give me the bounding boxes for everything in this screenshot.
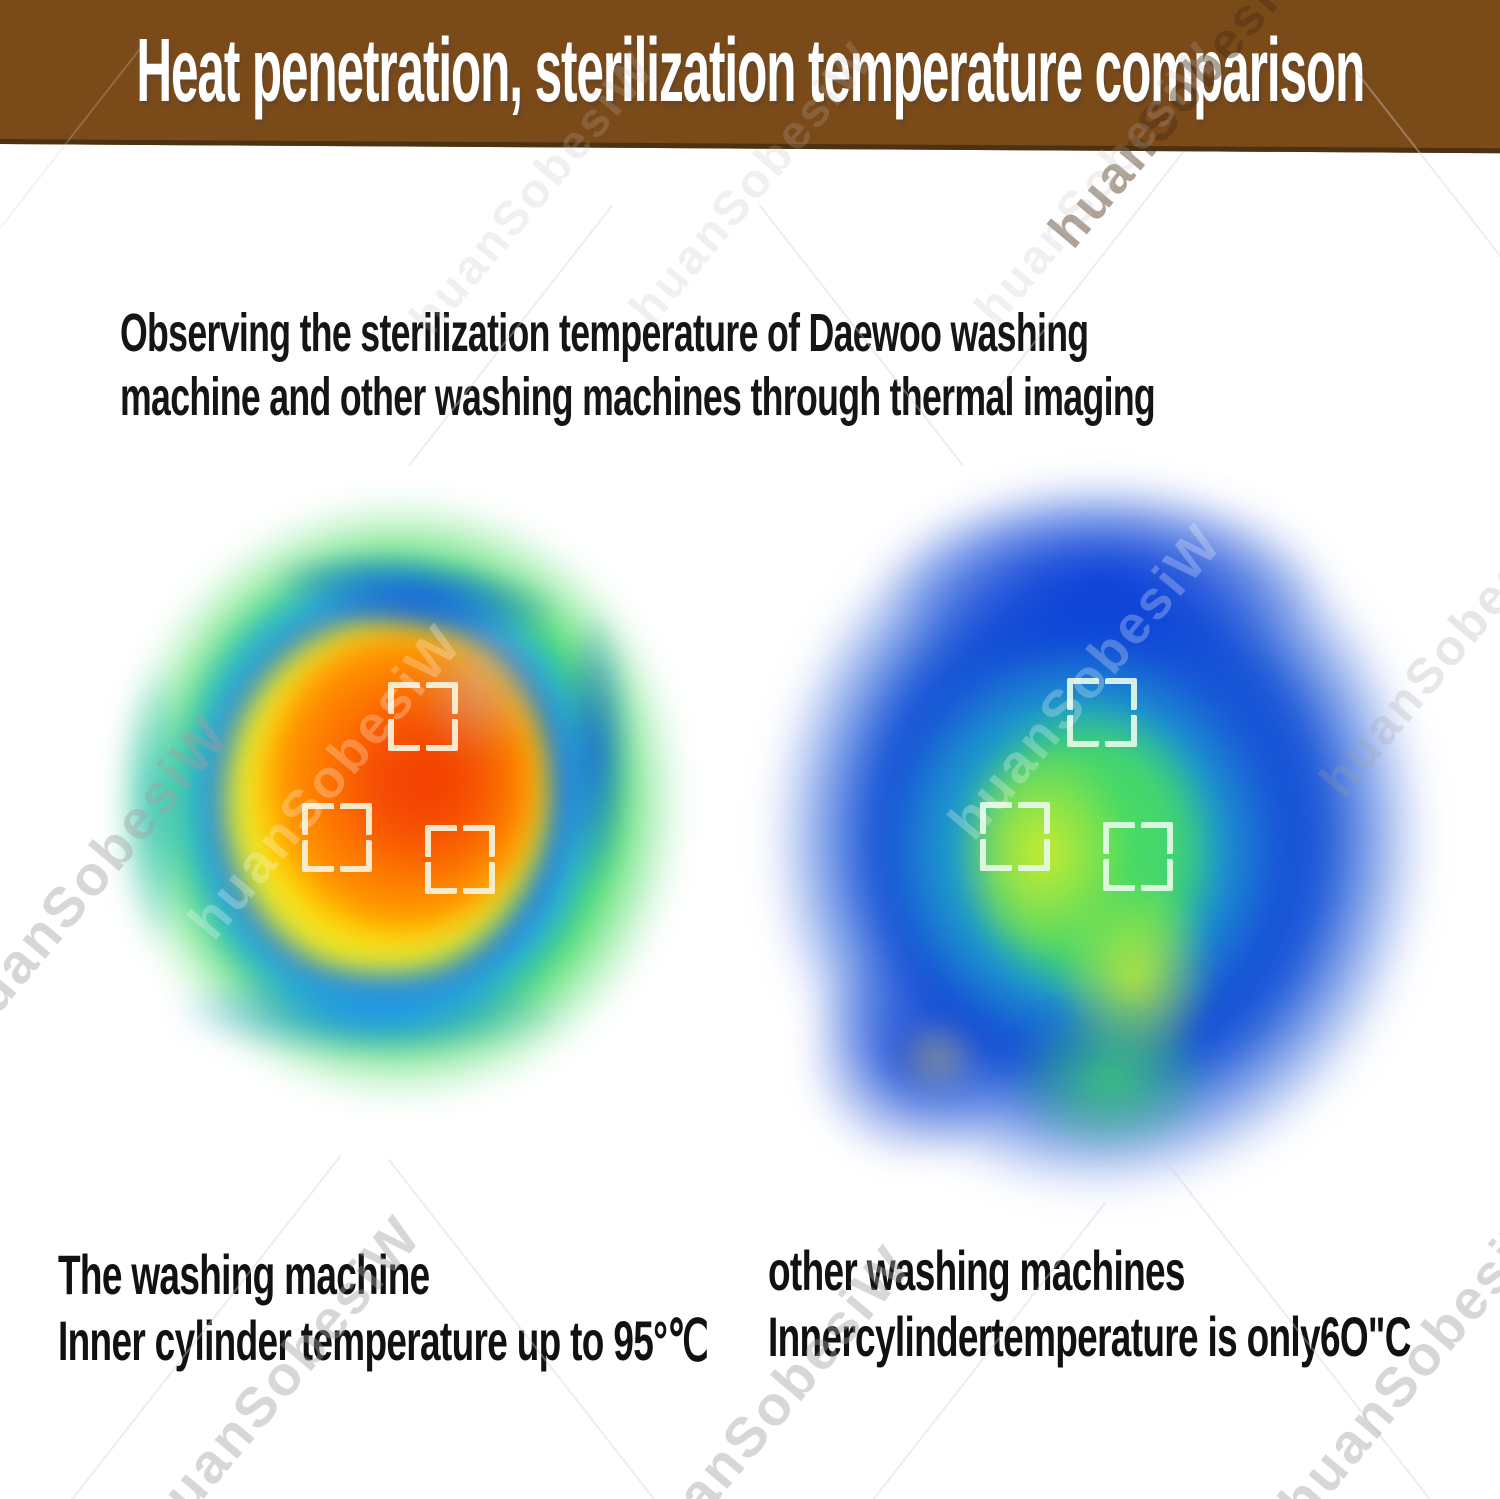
caption-other-line1-text: other washing machines (768, 1239, 1185, 1302)
page-title: Heat penetration, sterilization temperat… (136, 20, 1365, 121)
description-line: machine and other washing machines throu… (120, 366, 1500, 430)
measurement-marker-icon (388, 682, 458, 751)
thermal-image-daewoo (100, 485, 700, 1115)
caption-other: other washing machines Innercylindertemp… (768, 1238, 1500, 1370)
caption-daewoo-line1-text: The washing machine (58, 1243, 430, 1306)
marker-corner (340, 803, 372, 835)
marker-corner (340, 840, 372, 872)
marker-corner (1018, 839, 1050, 871)
thermal-gradient-layer (172, 963, 568, 1059)
marker-corner (425, 825, 457, 857)
marker-corner (302, 803, 334, 835)
marker-corner (1141, 859, 1173, 891)
marker-corner (1067, 715, 1099, 747)
thermal-gradient-layer (556, 611, 634, 889)
caption-line: Innercylindertemperature is only6O"C (768, 1304, 1500, 1370)
banner-title-wrap: Heat penetration, sterilization temperat… (0, 0, 1500, 142)
marker-corner (388, 682, 420, 714)
measurement-marker-icon (302, 803, 372, 872)
measurement-marker-icon (1067, 678, 1137, 747)
marker-corner (1067, 678, 1099, 710)
caption-line: The washing machine (58, 1242, 1043, 1308)
measurement-marker-icon (1103, 822, 1173, 891)
marker-corner (980, 802, 1012, 834)
marker-corner (1141, 822, 1173, 854)
title-banner: Heat penetration, sterilization temperat… (0, 0, 1500, 156)
marker-corner (302, 840, 334, 872)
description-line2-text: machine and other washing machines throu… (120, 367, 1156, 427)
description-line1-text: Observing the sterilization temperature … (120, 303, 1089, 363)
marker-corner (426, 682, 458, 714)
thermal-gradient-layer (892, 1016, 982, 1099)
marker-corner (1105, 715, 1137, 747)
marker-corner (463, 825, 495, 857)
thermal-gradient-layer (1008, 1001, 1214, 1158)
measurement-marker-icon (425, 825, 495, 894)
marker-corner (463, 862, 495, 894)
caption-line: other washing machines (768, 1238, 1500, 1304)
measurement-marker-icon (980, 802, 1050, 871)
thermal-image-other (755, 465, 1440, 1210)
description: Observing the sterilization temperature … (120, 302, 1500, 430)
caption-daewoo-line2-text: Inner cylinder temperature up to 95°℃ (58, 1309, 709, 1372)
caption-daewoo: The washing machine Inner cylinder tempe… (58, 1242, 1043, 1374)
marker-corner (1103, 822, 1135, 854)
marker-corner (1105, 678, 1137, 710)
marker-corner (1018, 802, 1050, 834)
caption-other-line2-text: Innercylindertemperature is only6O"C (768, 1305, 1411, 1368)
marker-corner (1103, 859, 1135, 891)
caption-line: Inner cylinder temperature up to 95°℃ (58, 1308, 1043, 1374)
marker-corner (388, 719, 420, 751)
description-line: Observing the sterilization temperature … (120, 302, 1500, 366)
marker-corner (980, 839, 1012, 871)
marker-corner (426, 719, 458, 751)
marker-corner (425, 862, 457, 894)
